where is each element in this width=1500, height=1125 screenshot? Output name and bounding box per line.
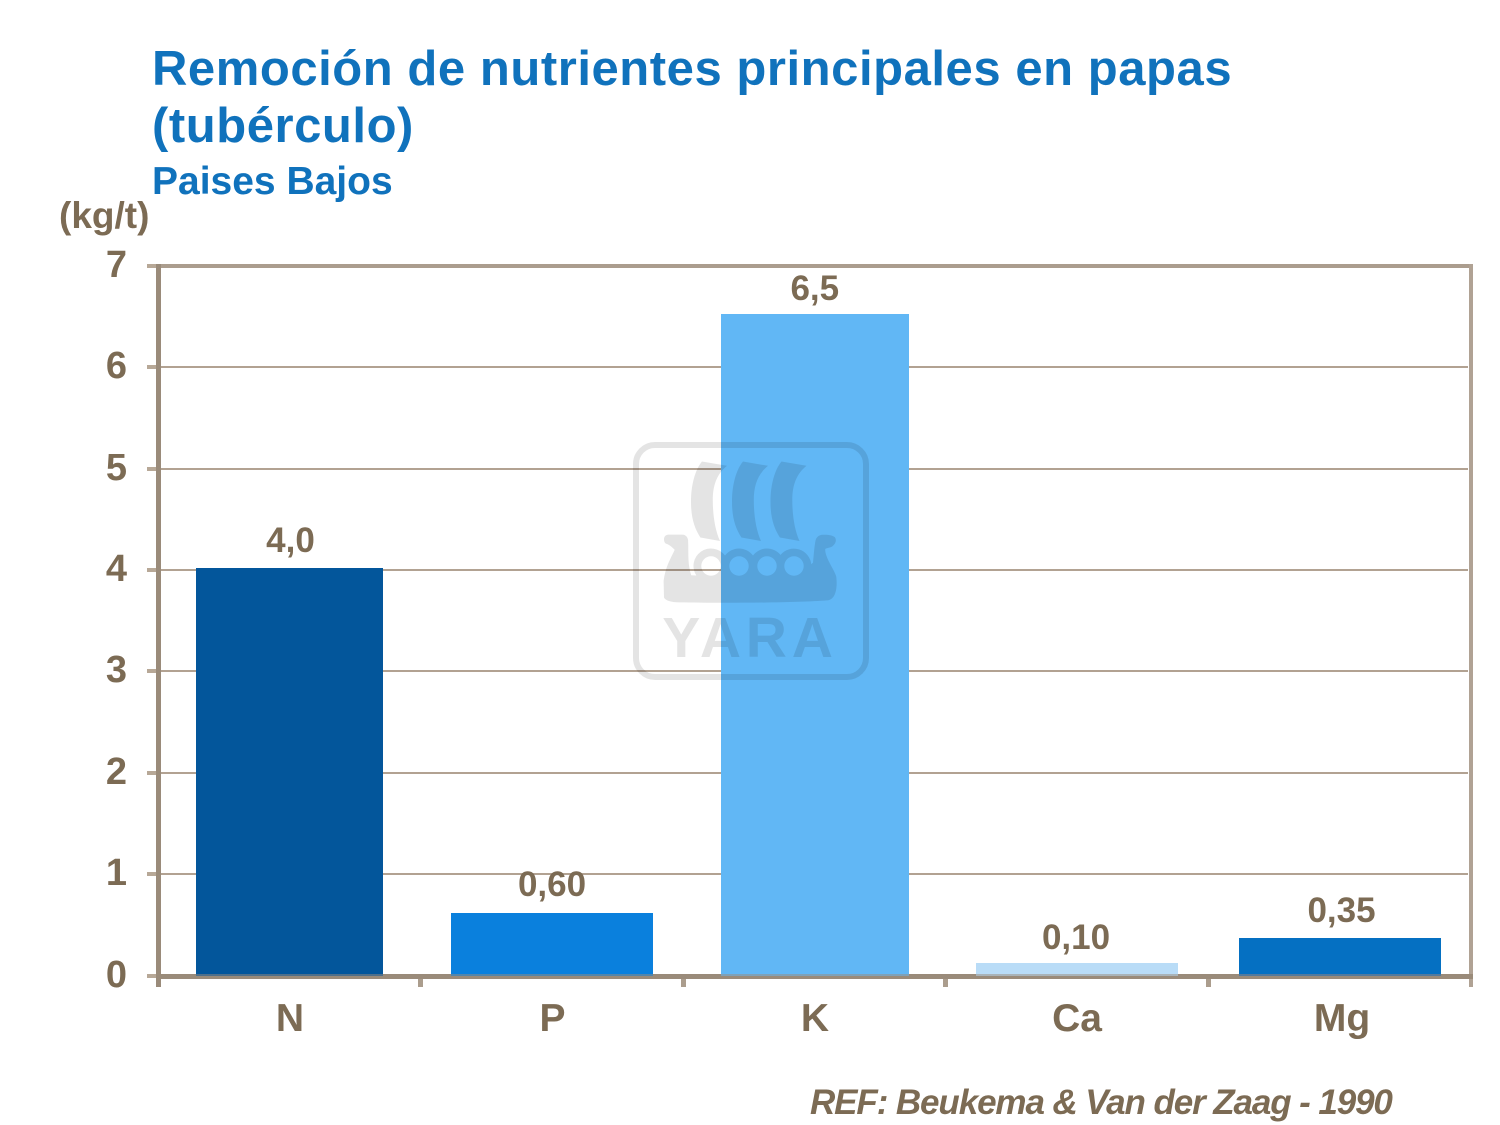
svg-text:YARA: YARA [662,606,837,670]
